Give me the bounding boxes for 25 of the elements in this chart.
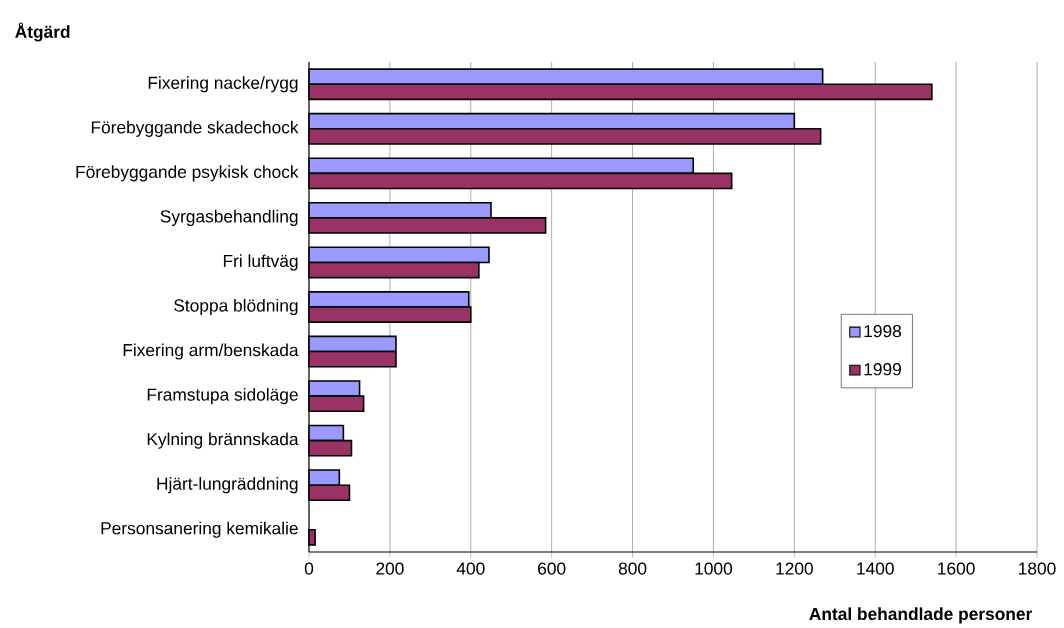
x-tick-label: 1400 xyxy=(857,562,894,575)
y-tick-label: Framstupa sidoläge xyxy=(147,388,298,405)
legend-label: 1998 xyxy=(864,325,902,338)
x-tick-label: 600 xyxy=(538,562,566,575)
x-tick-label: 0 xyxy=(304,562,314,575)
x-tick-label: 1800 xyxy=(1019,562,1056,575)
y-tick-label: Stoppa blödning xyxy=(174,298,298,316)
y-tick-label: Syrgasbehandling xyxy=(160,209,298,226)
x-tick-label: 1200 xyxy=(776,562,813,575)
x-tick-label: 800 xyxy=(618,562,647,575)
y-tick-label: Hjärt-lungräddning xyxy=(157,477,298,494)
y-tick-label: Förebyggande psykisk chock xyxy=(76,165,299,182)
y-tick-label: Kylning brännskada xyxy=(147,432,299,449)
y-tick-label: Fri luftväg xyxy=(223,254,298,271)
y-tick-label: Fixering arm/benskada xyxy=(123,343,299,360)
legend-label: 1999 xyxy=(864,363,901,376)
x-tick-label: 200 xyxy=(376,562,404,575)
x-tick-label: 1000 xyxy=(695,562,733,575)
x-axis-title: Antal behandlade personer xyxy=(809,607,1033,624)
text: Åtgärd xyxy=(15,22,70,42)
y-tick-label: Fixering nacke/rygg xyxy=(148,76,298,93)
y-tick-label: Förebyggande skadechock xyxy=(91,120,299,137)
x-tick-label: 400 xyxy=(456,562,485,575)
y-tick-label: Personsanering kemikalie xyxy=(101,521,298,538)
x-tick-label: 1600 xyxy=(938,562,975,575)
